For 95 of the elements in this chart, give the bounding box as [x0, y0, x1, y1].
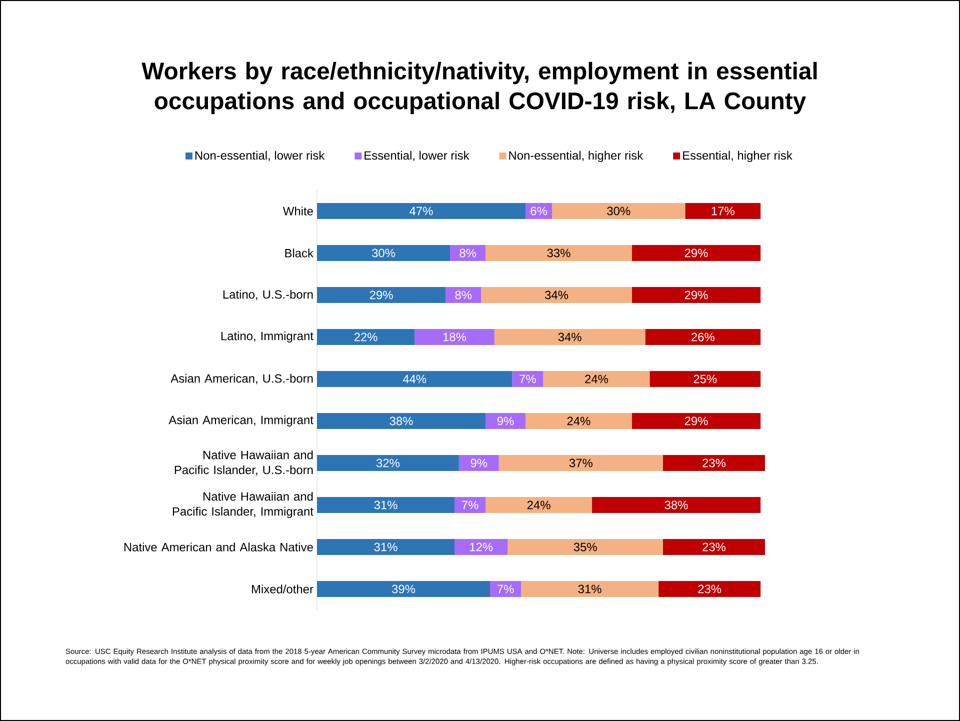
bar: [486, 497, 592, 514]
bar: [552, 203, 686, 220]
y-tick-label: Native Hawaiian and Pacific Islander, U.S.-born: [174, 450, 313, 476]
legend-label: Non-essential, higher risk: [509, 150, 644, 162]
bar: [685, 203, 761, 220]
data-label: 7%: [497, 584, 514, 594]
y-tick-label: Native Hawaiian and Pacific Islander, Immigrant: [172, 492, 314, 518]
bar: [494, 329, 646, 346]
data-label: 33%: [547, 248, 570, 258]
bar: [650, 371, 761, 388]
bar: [486, 245, 632, 262]
data-label: 8%: [460, 248, 476, 258]
y-tick-label: Mixed/other: [252, 584, 314, 594]
y-tick-label: Latino, Immigrant: [221, 331, 314, 343]
data-label: 38%: [664, 500, 688, 510]
bar: [317, 539, 455, 556]
bar: [317, 287, 446, 304]
data-label: 29%: [370, 290, 393, 300]
bar: [525, 203, 552, 220]
data-label: 8%: [455, 290, 472, 300]
data-label: 24%: [567, 416, 590, 426]
data-label: 38%: [390, 416, 413, 426]
bar: [662, 539, 766, 556]
data-label: 29%: [684, 416, 708, 426]
chart-title: Workers by race/ethnicity/nativity, employment in essential occupations and occupational COVID-19 risk, LA County: [142, 62, 817, 114]
y-tick-label: White: [282, 206, 313, 216]
data-label: 34%: [545, 290, 568, 300]
legend-label: Essential, higher risk: [683, 150, 792, 162]
bar: [317, 203, 526, 220]
bar: [454, 497, 486, 514]
data-label: 24%: [585, 374, 608, 384]
bar: [317, 245, 450, 262]
y-tick-label: Latino, U.S.-born: [223, 290, 313, 300]
bar: [317, 581, 490, 598]
data-label: 44%: [402, 374, 426, 384]
y-tick-label: Black: [285, 248, 314, 258]
data-label: 31%: [374, 500, 398, 510]
bar: [458, 455, 499, 472]
data-label: 34%: [558, 332, 582, 342]
data-label: 39%: [392, 584, 416, 594]
bar: [592, 497, 761, 514]
data-label: 9%: [497, 416, 514, 426]
data-label: 22%: [354, 332, 378, 342]
bar: [543, 371, 650, 388]
bar: [632, 413, 761, 430]
bar: [317, 455, 459, 472]
y-tick-label: Asian American, Immigrant: [168, 415, 314, 427]
data-label: 9%: [470, 458, 488, 468]
data-label: 6%: [530, 206, 547, 216]
data-label: 31%: [578, 584, 602, 594]
bar: [662, 455, 766, 472]
bar: [454, 539, 508, 556]
data-label: 24%: [527, 500, 550, 510]
bar: [446, 287, 482, 304]
data-label: 30%: [607, 206, 630, 216]
bar: [508, 539, 663, 556]
data-label: 23%: [698, 584, 722, 594]
bar: [521, 581, 659, 598]
bar: [645, 329, 761, 346]
data-label: 23%: [702, 458, 726, 468]
bar: [632, 245, 761, 262]
data-label: 18%: [443, 332, 466, 342]
bar: [512, 371, 544, 388]
data-label: 31%: [374, 542, 398, 552]
data-label: 7%: [462, 500, 478, 510]
data-label: 47%: [410, 206, 433, 216]
bar: [525, 413, 632, 430]
legend-label: Essential, lower risk: [364, 150, 470, 162]
bar: [498, 455, 663, 472]
bar: [317, 329, 415, 346]
bar: [317, 371, 512, 388]
bar: [450, 245, 486, 262]
bar: [317, 413, 486, 430]
data-label: 35%: [574, 542, 597, 552]
bar: [317, 497, 455, 514]
bar: [632, 287, 761, 304]
data-label: 23%: [702, 542, 726, 552]
data-label: 29%: [684, 290, 708, 300]
data-label: 25%: [694, 374, 717, 384]
y-tick-label: Native American and Alaska Native: [124, 542, 313, 552]
bar: [414, 329, 494, 346]
data-label: 32%: [376, 458, 400, 468]
data-label: 26%: [692, 332, 714, 342]
data-label: 29%: [684, 248, 708, 258]
legend-label: Non-essential, lower risk: [195, 150, 325, 162]
bar: [486, 413, 526, 430]
bar: [658, 581, 761, 598]
data-label: 17%: [712, 206, 734, 216]
data-label: 12%: [470, 542, 493, 552]
bar: [481, 287, 632, 304]
bar: [490, 581, 522, 598]
data-label: 30%: [372, 248, 396, 258]
y-tick-label: Asian American, U.S.-born: [170, 374, 313, 384]
data-label: 7%: [520, 374, 536, 384]
data-label: 37%: [569, 458, 592, 468]
